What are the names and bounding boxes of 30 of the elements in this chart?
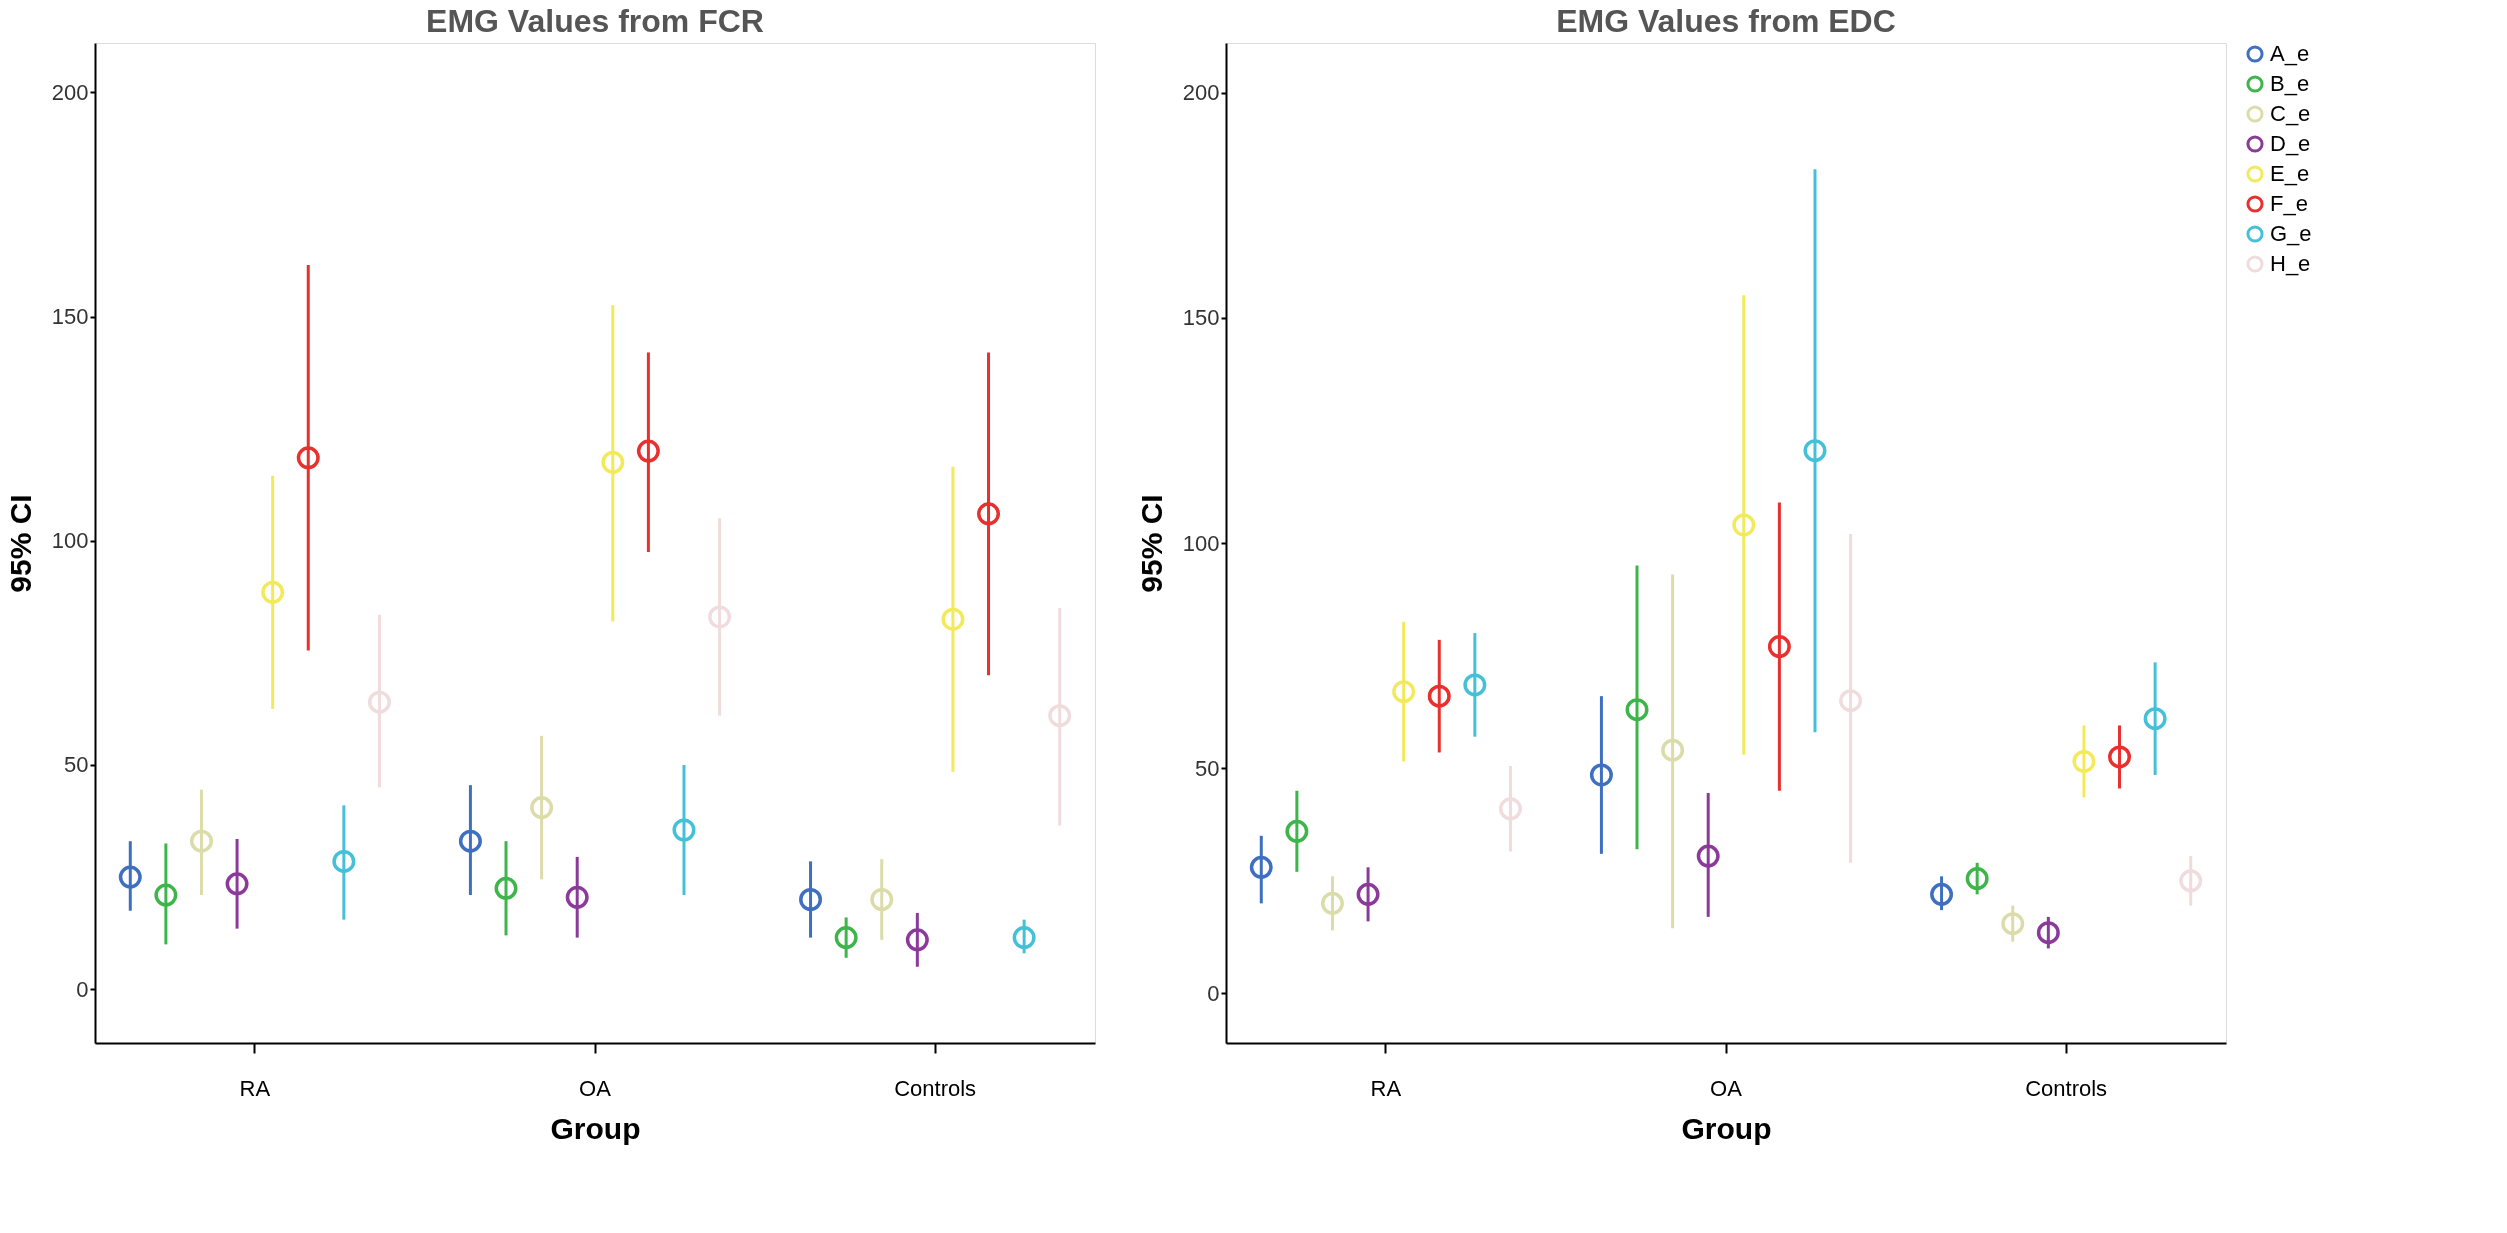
x-tick-label: Controls xyxy=(2025,1075,2108,1101)
y-tick-label: 200 xyxy=(1182,80,1220,106)
legend-label: C_e xyxy=(2270,101,2311,126)
y-tick-label: 200 xyxy=(51,79,89,105)
y-tick-label: 50 xyxy=(1195,755,1220,781)
legend-label: A_e xyxy=(2270,41,2310,66)
y-tick-label: 0 xyxy=(1207,980,1220,1006)
y-axis-title: 95% CI xyxy=(1134,494,1168,593)
x-tick-label: RA xyxy=(1370,1075,1402,1101)
y-tick-label: 100 xyxy=(1182,530,1220,556)
y-tick-label: 150 xyxy=(51,304,89,330)
legend-label: E_e xyxy=(2270,161,2310,186)
legend-label: H_e xyxy=(2270,251,2311,276)
legend-label: G_e xyxy=(2270,221,2312,246)
y-tick-label: 50 xyxy=(64,752,89,778)
x-axis-title: Group xyxy=(550,1111,641,1145)
chart-title: EMG Values from FCR xyxy=(426,3,764,39)
legend-label: B_e xyxy=(2270,71,2310,96)
y-axis-title: 95% CI xyxy=(3,494,37,593)
x-tick-label: RA xyxy=(239,1075,271,1101)
x-tick-label: Controls xyxy=(894,1075,977,1101)
x-axis-title: Group xyxy=(1681,1111,1772,1145)
y-tick-label: 100 xyxy=(51,528,89,554)
chart-title: EMG Values from EDC xyxy=(1556,3,1896,39)
legend-label: D_e xyxy=(2270,131,2311,156)
legend-label: F_e xyxy=(2270,191,2308,216)
x-tick-label: OA xyxy=(1710,1075,1743,1101)
y-tick-label: 0 xyxy=(76,976,89,1002)
x-tick-label: OA xyxy=(579,1075,612,1101)
y-tick-label: 150 xyxy=(1182,305,1220,331)
